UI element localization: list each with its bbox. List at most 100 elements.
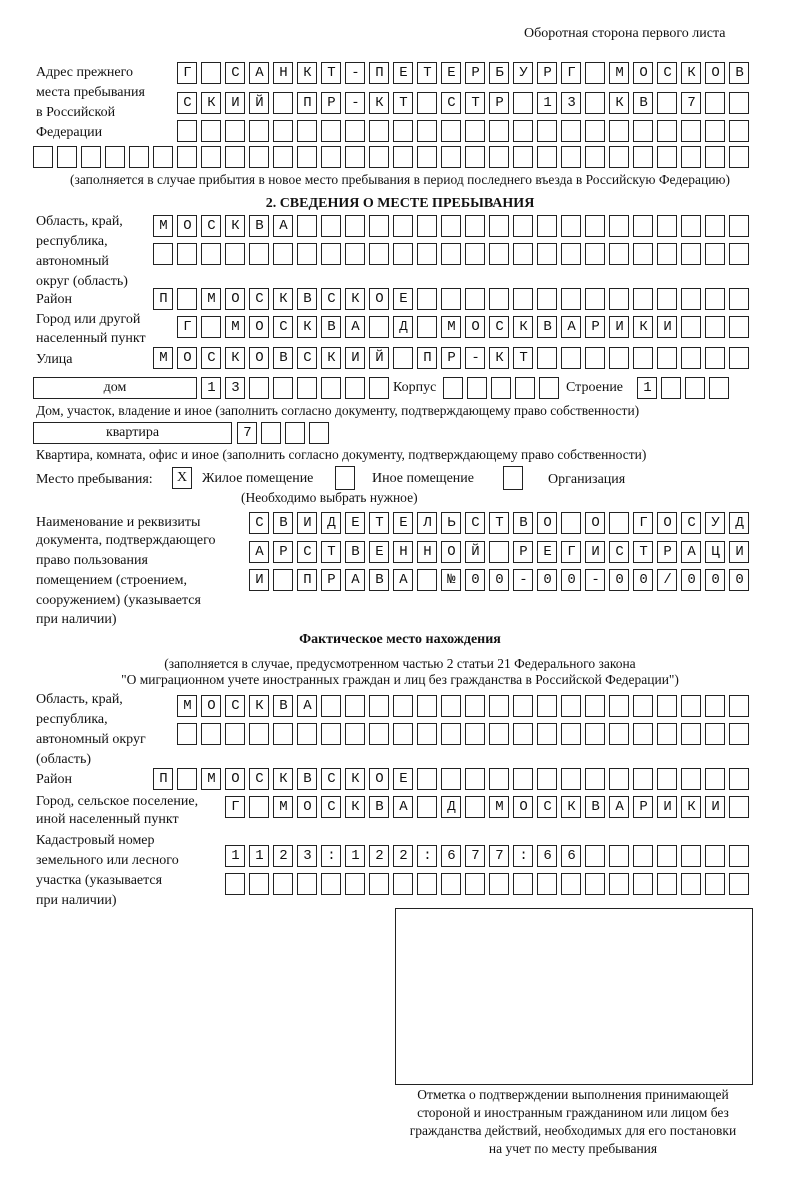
cadastre-cell[interactable] [345, 873, 365, 895]
cadastre-cell[interactable] [609, 873, 629, 895]
prev-address-cell[interactable] [705, 120, 725, 142]
street-cell[interactable] [441, 347, 461, 369]
prev-address-cell[interactable] [297, 146, 317, 168]
doc-cell[interactable] [705, 541, 725, 563]
actual-region-cell[interactable] [369, 695, 389, 717]
prev-address-cell[interactable] [177, 92, 197, 114]
region-cell[interactable] [537, 243, 557, 265]
prev-address-cell[interactable] [561, 146, 581, 168]
cadastre-cell[interactable] [561, 845, 581, 867]
actual-region-cell[interactable] [465, 695, 485, 717]
prev-address-cell[interactable] [417, 92, 437, 114]
actual-region-cell[interactable] [441, 695, 461, 717]
actual-region-cell[interactable] [177, 695, 197, 717]
cadastre-cell[interactable] [537, 873, 557, 895]
place-checkbox-organization[interactable] [503, 466, 523, 490]
doc-cell[interactable] [393, 541, 413, 563]
cadastre-cell[interactable] [657, 845, 677, 867]
region-cell[interactable] [249, 243, 269, 265]
actual-region-cell[interactable] [513, 723, 533, 745]
actual-city-cell[interactable] [633, 796, 653, 818]
street-cell[interactable] [225, 347, 245, 369]
doc-cell[interactable] [729, 541, 749, 563]
actual-region-cell[interactable] [345, 723, 365, 745]
prev-address-cell[interactable] [561, 62, 581, 84]
prev-address-cell[interactable] [417, 62, 437, 84]
doc-cell[interactable] [561, 569, 581, 591]
doc-cell[interactable] [729, 569, 749, 591]
doc-cell[interactable] [273, 569, 293, 591]
prev-address-cell[interactable] [465, 120, 485, 142]
street-cell[interactable] [729, 347, 749, 369]
region-cell[interactable] [225, 215, 245, 237]
actual-region-cell[interactable] [225, 695, 245, 717]
region-cell[interactable] [297, 215, 317, 237]
prev-address-cell[interactable] [393, 92, 413, 114]
actual-region-cell[interactable] [321, 695, 341, 717]
prev-address-cell[interactable] [681, 120, 701, 142]
prev-address-cell[interactable] [657, 92, 677, 114]
actual-district-cell[interactable] [537, 768, 557, 790]
actual-city-cell[interactable] [513, 796, 533, 818]
building-cell[interactable] [685, 377, 705, 399]
doc-cell[interactable] [249, 541, 269, 563]
actual-region-cell[interactable] [609, 723, 629, 745]
prev-address-cell[interactable] [561, 120, 581, 142]
street-cell[interactable] [393, 347, 413, 369]
cadastre-cell[interactable] [321, 873, 341, 895]
korpus-cell[interactable] [467, 377, 487, 399]
cadastre-cell[interactable] [345, 845, 365, 867]
actual-district-cell[interactable] [369, 768, 389, 790]
korpus-cell[interactable] [539, 377, 559, 399]
actual-district-cell[interactable] [417, 768, 437, 790]
street-cell[interactable] [609, 347, 629, 369]
city-cell[interactable] [297, 316, 317, 338]
building-cell[interactable] [637, 377, 657, 399]
prev-address-cell[interactable] [465, 92, 485, 114]
house-type-field[interactable]: дом [33, 377, 197, 399]
actual-district-cell[interactable] [561, 768, 581, 790]
doc-cell[interactable] [441, 569, 461, 591]
actual-city-cell[interactable] [729, 796, 749, 818]
district-cell[interactable] [201, 288, 221, 310]
district-cell[interactable] [489, 288, 509, 310]
cadastre-cell[interactable] [537, 845, 557, 867]
doc-cell[interactable] [465, 512, 485, 534]
prev-address-cell[interactable] [177, 146, 197, 168]
doc-cell[interactable] [633, 569, 653, 591]
city-cell[interactable] [609, 316, 629, 338]
region-cell[interactable] [489, 243, 509, 265]
region-cell[interactable] [609, 243, 629, 265]
actual-region-cell[interactable] [657, 695, 677, 717]
region-cell[interactable] [417, 243, 437, 265]
city-cell[interactable] [729, 316, 749, 338]
actual-region-cell[interactable] [417, 695, 437, 717]
actual-region-cell[interactable] [537, 695, 557, 717]
doc-cell[interactable] [729, 512, 749, 534]
prev-address-cell[interactable] [201, 62, 221, 84]
korpus-cell[interactable] [443, 377, 463, 399]
district-cell[interactable] [705, 288, 725, 310]
doc-cell[interactable] [465, 541, 485, 563]
district-cell[interactable] [657, 288, 677, 310]
cadastre-cell[interactable] [729, 873, 749, 895]
street-cell[interactable] [657, 347, 677, 369]
actual-city-cell[interactable] [537, 796, 557, 818]
actual-city-cell[interactable] [345, 796, 365, 818]
doc-cell[interactable] [321, 569, 341, 591]
doc-cell[interactable] [489, 541, 509, 563]
prev-address-cell[interactable] [705, 146, 725, 168]
actual-region-cell[interactable] [393, 723, 413, 745]
prev-address-cell[interactable] [393, 120, 413, 142]
doc-cell[interactable] [609, 512, 629, 534]
street-cell[interactable] [417, 347, 437, 369]
doc-cell[interactable] [393, 512, 413, 534]
actual-region-cell[interactable] [489, 723, 509, 745]
actual-district-cell[interactable] [201, 768, 221, 790]
prev-address-cell[interactable] [633, 62, 653, 84]
actual-region-cell[interactable] [729, 723, 749, 745]
doc-cell[interactable] [609, 569, 629, 591]
district-cell[interactable] [321, 288, 341, 310]
actual-region-cell[interactable] [705, 695, 725, 717]
prev-address-cell[interactable] [489, 62, 509, 84]
